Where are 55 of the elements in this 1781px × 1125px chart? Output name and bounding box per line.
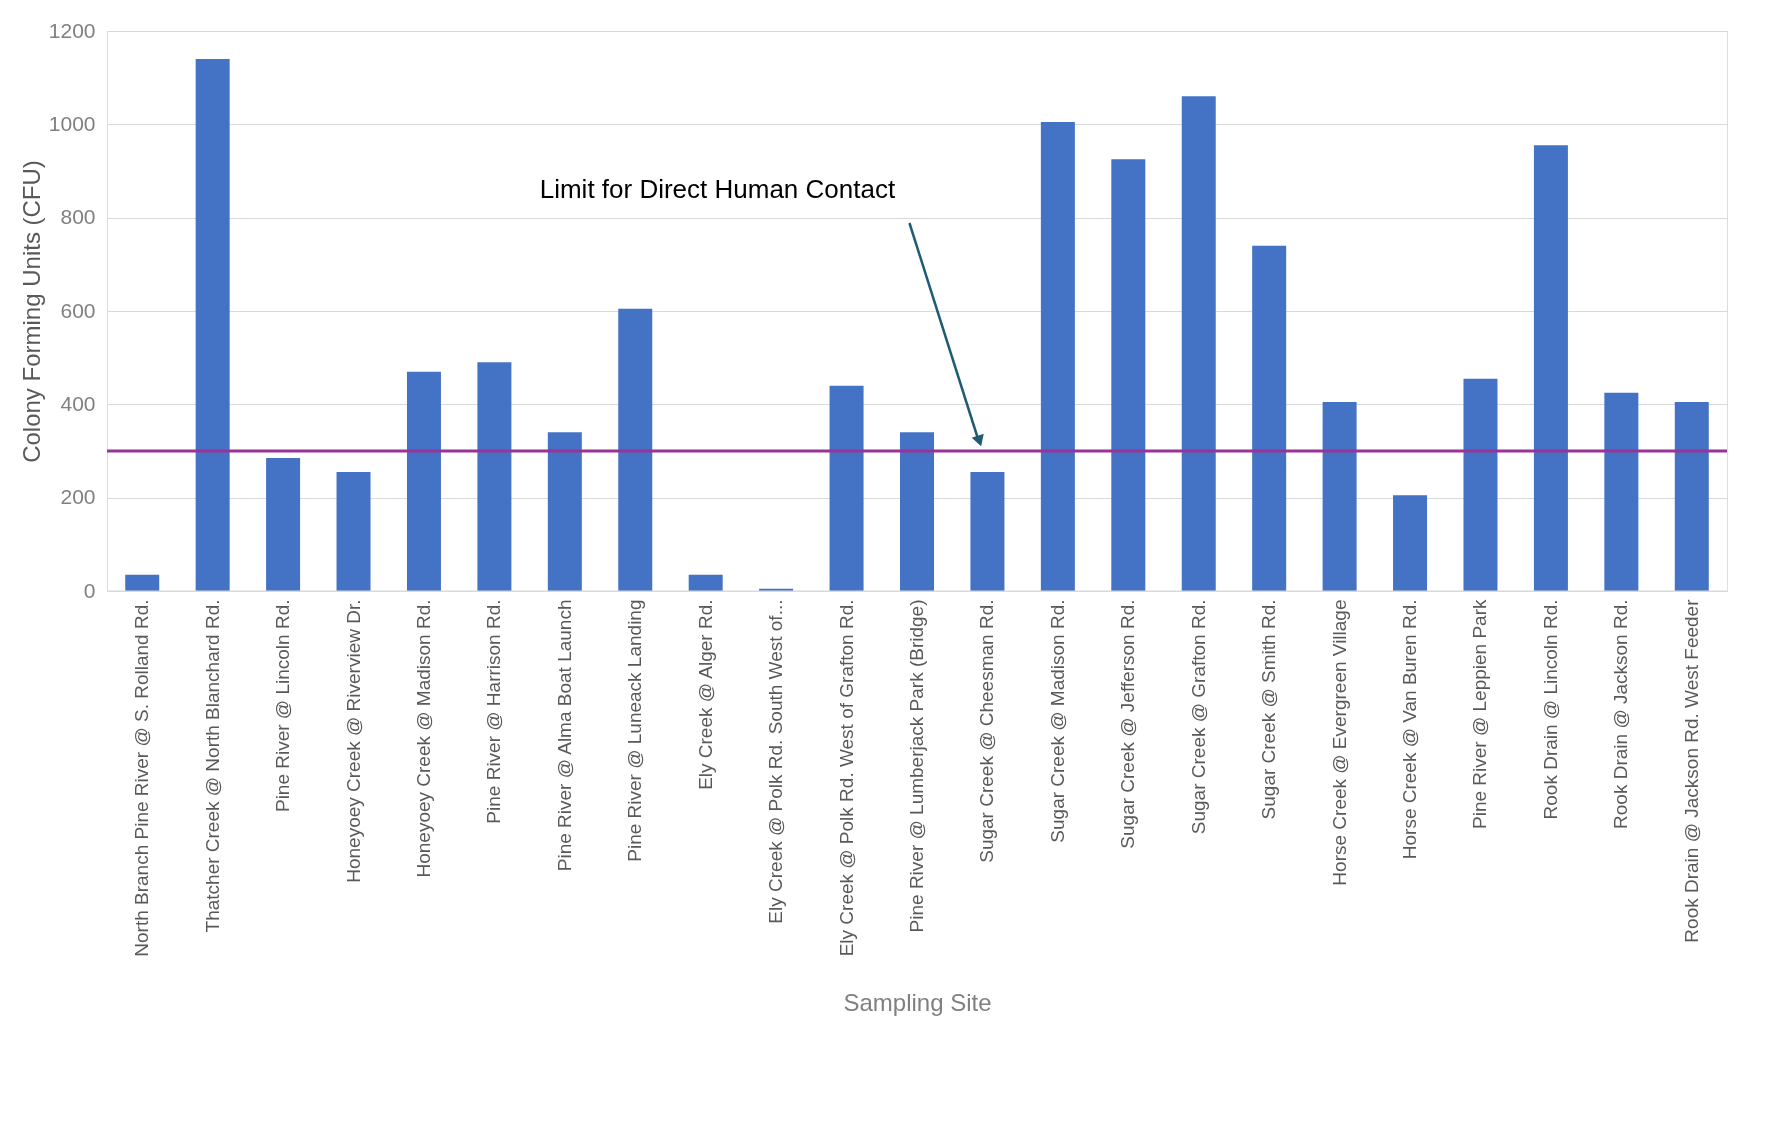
y-tick-label: 400	[60, 391, 96, 415]
bar	[900, 432, 934, 591]
bar	[970, 472, 1005, 591]
x-tick-label: Sugar Creek @ Madison Rd.	[1046, 599, 1068, 843]
y-tick-label: 1000	[48, 111, 96, 135]
annotation: Limit for Direct Human Contact	[539, 174, 896, 204]
y-tick-label: 800	[60, 205, 96, 229]
x-tick-label: Sugar Creek @ Grafton Rd.	[1187, 599, 1209, 835]
bar	[1604, 392, 1639, 591]
x-tick-label: Honeyoey Creek @ Riverview Dr.	[342, 599, 364, 883]
x-tick-label: Pine River @ Lincoln Rd.	[272, 599, 294, 813]
y-tick-label: 600	[60, 298, 96, 322]
x-tick-label: Pine River @ Harrison Rd.	[483, 599, 505, 824]
y-tick-label: 0	[83, 578, 96, 602]
bar	[1322, 402, 1357, 591]
bar	[547, 432, 582, 591]
bar	[688, 574, 723, 591]
x-tick-label: Thatcher Creek @ North Blanchard Rd.	[201, 599, 223, 933]
bar	[1674, 402, 1709, 591]
x-tick-label: Ely Creek @ Polk Rd. West of Grafton Rd.	[835, 599, 857, 957]
x-tick-label: Honeyoey Creek @ Madison Rd.	[412, 599, 434, 878]
y-axis-title: Colony Forming Units (CFU)	[17, 160, 45, 463]
bar	[266, 458, 301, 591]
x-tick-label: Pine River @ Leppien Park	[1469, 599, 1491, 829]
x-tick-label: Sugar Creek @ Smith Rd.	[1258, 599, 1280, 820]
bar	[1111, 159, 1146, 591]
bar	[125, 574, 160, 591]
bar	[1252, 245, 1287, 591]
x-tick-label: Rook Drain @ Jackson Rd.	[1610, 599, 1632, 829]
y-tick-label: 1200	[48, 18, 96, 42]
x-tick-label: North Branch Pine River @ S. Rolland Rd.	[131, 599, 153, 957]
bar	[829, 385, 864, 591]
x-tick-label: Ely Creek @ Alger Rd.	[694, 599, 716, 790]
y-tick-label: 200	[60, 485, 96, 509]
x-tick-label: Ely Creek @ Polk Rd. South West of...	[765, 599, 787, 924]
bar	[336, 472, 371, 591]
x-tick-label: Pine River @ Luneack Landing	[624, 599, 646, 862]
x-tick-label: Pine River @ Alma Boat Launch	[553, 599, 575, 872]
bar	[1393, 495, 1428, 591]
x-tick-label: Horse Creek @ Van Buren Rd.	[1399, 599, 1421, 860]
x-tick-label: Sugar Creek @ Jefferson Rd.	[1117, 599, 1139, 849]
bar	[195, 59, 230, 591]
x-axis-title: Sampling Site	[843, 988, 992, 1016]
bar	[477, 362, 512, 591]
bar	[406, 371, 441, 591]
x-tick-label: Sugar Creek @ Cheesman Rd.	[976, 599, 998, 863]
bar	[1040, 122, 1075, 591]
x-tick-label: Horse Creek @ Evergreen Village	[1328, 599, 1350, 886]
bar	[618, 308, 653, 591]
x-tick-label: Rook Drain @ Jackson Rd. West Feeder	[1680, 598, 1702, 943]
bar	[1181, 96, 1216, 591]
bar	[1533, 145, 1568, 591]
x-tick-label: Pine River @ Lumberjack Park (Bridge)	[906, 599, 927, 933]
x-tick-label: Rook Drain @ Lincoln Rd.	[1539, 599, 1561, 820]
bar	[1463, 378, 1498, 591]
